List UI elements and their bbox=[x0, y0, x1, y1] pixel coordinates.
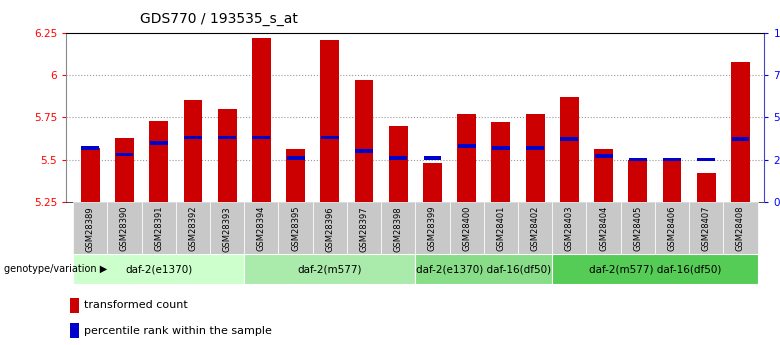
Bar bbox=[321, 136, 339, 139]
Text: GSM28393: GSM28393 bbox=[222, 206, 232, 252]
Text: GDS770 / 193535_s_at: GDS770 / 193535_s_at bbox=[140, 12, 298, 26]
Bar bbox=[218, 136, 236, 139]
Text: GSM28401: GSM28401 bbox=[496, 206, 505, 252]
Bar bbox=[484, 202, 518, 254]
Bar bbox=[253, 136, 271, 139]
Bar bbox=[423, 163, 442, 202]
Bar bbox=[518, 202, 552, 254]
Bar bbox=[388, 126, 408, 202]
Bar bbox=[81, 148, 100, 202]
Text: percentile rank within the sample: percentile rank within the sample bbox=[83, 326, 271, 336]
Bar bbox=[491, 122, 510, 202]
Bar bbox=[278, 202, 313, 254]
Bar bbox=[587, 202, 621, 254]
Bar bbox=[150, 141, 168, 145]
Bar bbox=[218, 109, 236, 202]
Bar bbox=[176, 202, 210, 254]
Bar bbox=[449, 202, 484, 254]
Bar bbox=[415, 202, 449, 254]
Bar bbox=[108, 202, 142, 254]
Text: GSM28402: GSM28402 bbox=[530, 206, 540, 252]
Text: GSM28407: GSM28407 bbox=[702, 206, 711, 252]
Bar bbox=[244, 254, 415, 284]
Text: GSM28395: GSM28395 bbox=[291, 206, 300, 252]
Bar bbox=[73, 202, 108, 254]
Bar bbox=[321, 40, 339, 202]
Bar bbox=[73, 254, 244, 284]
Bar bbox=[424, 156, 441, 160]
Text: GSM28396: GSM28396 bbox=[325, 206, 335, 252]
Bar bbox=[663, 158, 681, 161]
Bar bbox=[697, 158, 715, 161]
Text: GSM28399: GSM28399 bbox=[428, 206, 437, 252]
Text: GSM28391: GSM28391 bbox=[154, 206, 163, 252]
Bar bbox=[526, 114, 544, 202]
Bar bbox=[81, 146, 99, 150]
Text: GSM28390: GSM28390 bbox=[120, 206, 129, 252]
Text: GSM28389: GSM28389 bbox=[86, 206, 94, 252]
Bar bbox=[629, 159, 647, 202]
Bar bbox=[355, 80, 374, 202]
Text: GSM28392: GSM28392 bbox=[189, 206, 197, 252]
Bar bbox=[115, 138, 134, 202]
Bar bbox=[621, 202, 655, 254]
Bar bbox=[662, 159, 682, 202]
Bar bbox=[594, 149, 613, 202]
Bar bbox=[210, 202, 244, 254]
Bar bbox=[723, 202, 757, 254]
Text: GSM28406: GSM28406 bbox=[668, 206, 676, 252]
Bar bbox=[183, 100, 202, 202]
Bar bbox=[732, 137, 750, 141]
Bar bbox=[415, 254, 552, 284]
Text: daf-2(m577): daf-2(m577) bbox=[297, 264, 362, 274]
Bar bbox=[313, 202, 347, 254]
Bar bbox=[355, 149, 373, 153]
Bar bbox=[286, 149, 305, 202]
Bar bbox=[347, 202, 381, 254]
Text: GSM28397: GSM28397 bbox=[360, 206, 368, 252]
Bar bbox=[552, 202, 587, 254]
Bar bbox=[560, 97, 579, 202]
Bar bbox=[184, 136, 202, 139]
Bar bbox=[731, 61, 750, 202]
Bar bbox=[149, 121, 168, 202]
Bar bbox=[594, 154, 612, 158]
Text: daf-2(e1370) daf-16(df50): daf-2(e1370) daf-16(df50) bbox=[417, 264, 551, 274]
Bar bbox=[655, 202, 689, 254]
Bar bbox=[526, 146, 544, 150]
Text: GSM28403: GSM28403 bbox=[565, 206, 574, 252]
Text: GSM28405: GSM28405 bbox=[633, 206, 642, 252]
Bar bbox=[697, 173, 715, 202]
Bar bbox=[492, 146, 510, 150]
Text: GSM28394: GSM28394 bbox=[257, 206, 266, 252]
Text: transformed count: transformed count bbox=[83, 300, 187, 310]
Bar bbox=[389, 156, 407, 160]
Bar bbox=[244, 202, 278, 254]
Bar bbox=[115, 152, 133, 156]
Bar bbox=[457, 114, 476, 202]
Text: GSM28400: GSM28400 bbox=[463, 206, 471, 252]
Bar bbox=[381, 202, 415, 254]
Bar bbox=[286, 156, 304, 160]
Text: GSM28398: GSM28398 bbox=[394, 206, 402, 252]
Bar bbox=[69, 323, 79, 338]
Text: daf-2(e1370): daf-2(e1370) bbox=[125, 264, 193, 274]
Text: GSM28408: GSM28408 bbox=[736, 206, 745, 252]
Bar bbox=[552, 254, 757, 284]
Bar bbox=[252, 38, 271, 202]
Bar bbox=[689, 202, 723, 254]
Bar bbox=[560, 137, 578, 141]
Bar bbox=[142, 202, 176, 254]
Bar bbox=[69, 297, 79, 313]
Text: daf-2(m577) daf-16(df50): daf-2(m577) daf-16(df50) bbox=[589, 264, 721, 274]
Bar bbox=[629, 158, 647, 161]
Text: GSM28404: GSM28404 bbox=[599, 206, 608, 252]
Text: genotype/variation ▶: genotype/variation ▶ bbox=[4, 264, 107, 274]
Bar bbox=[458, 144, 476, 148]
